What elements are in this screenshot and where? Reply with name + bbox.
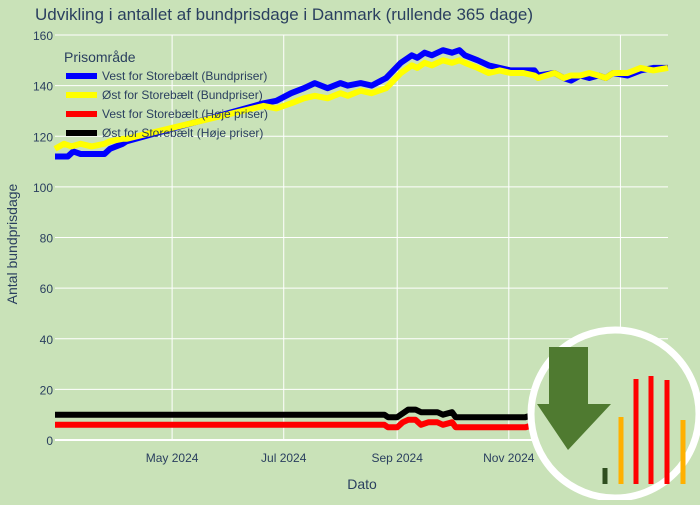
x-axis-title: Dato (347, 476, 377, 492)
y-tick-label: 0 (46, 434, 53, 448)
x-tick-label: Jul 2024 (261, 451, 307, 465)
logo-bar (681, 420, 686, 484)
y-axis-title: Antal bundprisdage (4, 183, 20, 304)
y-tick-label: 160 (33, 29, 53, 43)
legend-label: Vest for Storebælt (Høje priser) (102, 107, 268, 121)
logo-bar (619, 417, 624, 484)
legend-title: Prisområde (64, 49, 136, 65)
logo (531, 330, 699, 498)
legend-label: Vest for Storebælt (Bundpriser) (102, 69, 267, 83)
legend-label: Øst for Storebælt (Høje priser) (102, 126, 263, 140)
y-tick-label: 20 (40, 383, 54, 397)
chart-title: Udvikling i antallet af bundprisdage i D… (35, 5, 533, 24)
y-tick-label: 80 (40, 232, 54, 246)
legend-label: Øst for Storebælt (Bundpriser) (102, 88, 263, 102)
y-tick-label: 100 (33, 181, 53, 195)
y-tick-label: 140 (33, 80, 53, 94)
y-tick-label: 40 (40, 333, 54, 347)
x-tick-label: May 2024 (146, 451, 199, 465)
x-tick-label: Nov 2024 (483, 451, 535, 465)
logo-bar (603, 468, 608, 484)
logo-bar (649, 376, 654, 484)
x-tick-label: Sep 2024 (371, 451, 423, 465)
logo-bar (634, 379, 639, 484)
y-tick-label: 120 (33, 130, 53, 144)
y-tick-label: 60 (40, 282, 54, 296)
logo-bar (665, 380, 670, 484)
